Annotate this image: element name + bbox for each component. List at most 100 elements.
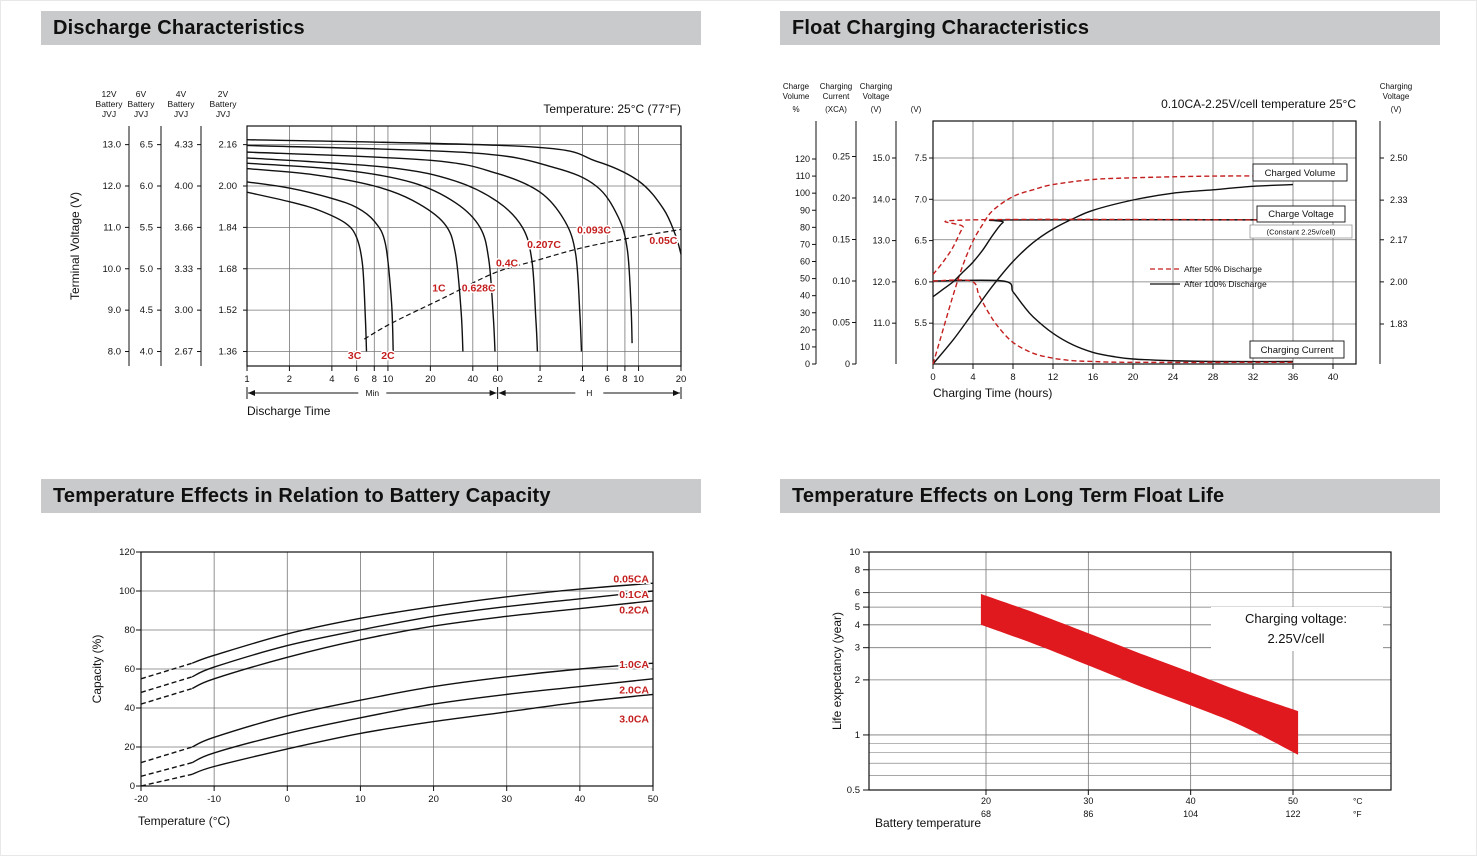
tick-label: 3 [855, 643, 860, 654]
curve-label: Charging Current [1261, 345, 1334, 356]
tick-label: 6.5 [914, 236, 927, 246]
y-axis-header: % [792, 105, 799, 114]
tick-label: 12.0 [872, 277, 890, 287]
label-bg [358, 387, 387, 399]
tick-label: 8.0 [108, 347, 121, 358]
tick-label: 4 [580, 374, 585, 385]
series-0.2CA-extrapolated [140, 687, 193, 705]
tick-label: 50 [800, 274, 810, 284]
tick-label: 0 [930, 372, 935, 383]
section-header: Float Charging Characteristics [780, 11, 1440, 45]
y-axis-header: JVJ [102, 109, 116, 119]
tick-label: 6 [855, 588, 860, 599]
tick-label: 40 [1328, 372, 1339, 383]
tick-label: 1.84 [219, 222, 238, 233]
tick-label: 0 [130, 781, 135, 792]
tick-label: 0.25 [832, 152, 850, 162]
tick-label: 4 [329, 374, 334, 385]
tick-label: 6 [605, 374, 610, 385]
series-label: 0.093C [577, 225, 611, 237]
tick-label: 0.05 [832, 318, 850, 328]
series-label: 0.1CA [619, 589, 649, 601]
tick-label: 0.10 [832, 276, 850, 286]
tick-label: 20 [676, 374, 687, 385]
section-header: Temperature Effects on Long Term Float L… [780, 479, 1440, 513]
chart-annotation: Temperature: 25°C (77°F) [543, 102, 681, 116]
x-unit-label: °F [1353, 809, 1362, 819]
tick-label: 3.33 [175, 264, 194, 275]
y-axis-header: Battery [128, 99, 156, 109]
curve-sublabel-box [1249, 224, 1353, 239]
series-1.0CA [191, 662, 654, 748]
series-0.05CA-extrapolated [140, 662, 193, 680]
tick-label: 6 [354, 374, 359, 385]
y-axis-header: Current [823, 92, 850, 101]
tick-label: 122 [1285, 809, 1300, 819]
tick-label: 2 [287, 374, 292, 385]
tick-label: 70 [800, 239, 810, 249]
tick-label: 4 [855, 620, 860, 631]
series-0.093C [246, 144, 633, 344]
tick-label: 68 [981, 809, 991, 819]
tick-label: 3.66 [175, 222, 194, 233]
tick-label: 2.67 [175, 347, 194, 358]
tick-label: 40 [468, 374, 479, 385]
tick-label: 20 [425, 374, 436, 385]
tick-label: 12 [1048, 372, 1059, 383]
series-label: 0.628C [462, 283, 496, 295]
x-range-label: Min [365, 388, 379, 398]
tick-label: 0.15 [832, 235, 850, 245]
tick-label: 40 [1186, 796, 1196, 806]
y-axis-header: 4V [176, 89, 187, 99]
legend-label: After 100% Discharge [1184, 279, 1267, 289]
y-axis-header: Voltage [1383, 92, 1410, 101]
tick-label: 80 [124, 625, 135, 636]
label-bg [575, 387, 604, 399]
y-axis-header: 12V [101, 89, 116, 99]
tick-label: 1 [244, 374, 249, 385]
tick-label: 0 [805, 359, 810, 369]
tick-label: 1.68 [219, 264, 238, 275]
tick-label: 40 [124, 703, 135, 714]
series-label: 2C [381, 350, 395, 362]
tick-label: 90 [800, 205, 810, 215]
series-0.05CA [191, 582, 654, 664]
section-header: Temperature Effects in Relation to Batte… [41, 479, 701, 513]
life-expectancy-band [980, 594, 1299, 755]
tick-label: 4.5 [140, 305, 153, 316]
series-1C [246, 167, 464, 352]
tick-label: 4 [970, 372, 975, 383]
y-axis-header: Charging [860, 82, 892, 91]
x-axis-title: Discharge Time [247, 404, 331, 418]
series-1.0CA-extrapolated [140, 746, 193, 764]
plot-border [932, 120, 1357, 365]
series-label: 1.0CA [619, 659, 649, 671]
tick-label: 10 [383, 374, 394, 385]
series-2C [246, 181, 394, 352]
series-charging-current-50 [932, 279, 1294, 364]
tick-label: 2.00 [219, 181, 238, 192]
tick-label: 104 [1183, 809, 1198, 819]
tick-label: 60 [492, 374, 503, 385]
tick-label: 6.0 [914, 277, 927, 287]
tick-label: 0 [285, 794, 290, 805]
panel-float-charging: Charge Volume% 0 10 20 30 40 50 60 70 80 90 100 110 12… [780, 1, 1476, 429]
y-axis-header: JVJ [174, 109, 188, 119]
tick-label: 10 [633, 374, 644, 385]
tick-label: 2.50 [1390, 153, 1408, 163]
panel-temperature-capacity: 0 20 40 60 80 100 120 -20 -10 0 10 20 30 40 50 Capacity… [41, 429, 739, 855]
tick-label: 1.52 [219, 305, 238, 316]
series-3.0CA-extrapolated [140, 773, 193, 787]
series-label: 0.4C [496, 258, 519, 270]
y-axis-header: Charging [1380, 82, 1412, 91]
series-label: 0.05C [649, 235, 677, 247]
tick-label: 11.0 [103, 222, 121, 233]
y-axis-header: Battery [210, 99, 238, 109]
tick-label: 80 [800, 222, 810, 232]
series-label: 2.0CA [619, 684, 649, 696]
y-axis-header: (V) [1391, 105, 1402, 114]
arrowhead [673, 390, 680, 396]
tick-label: 2 [537, 374, 542, 385]
series-0.05C [246, 139, 682, 255]
tick-label: 7.0 [914, 194, 927, 204]
